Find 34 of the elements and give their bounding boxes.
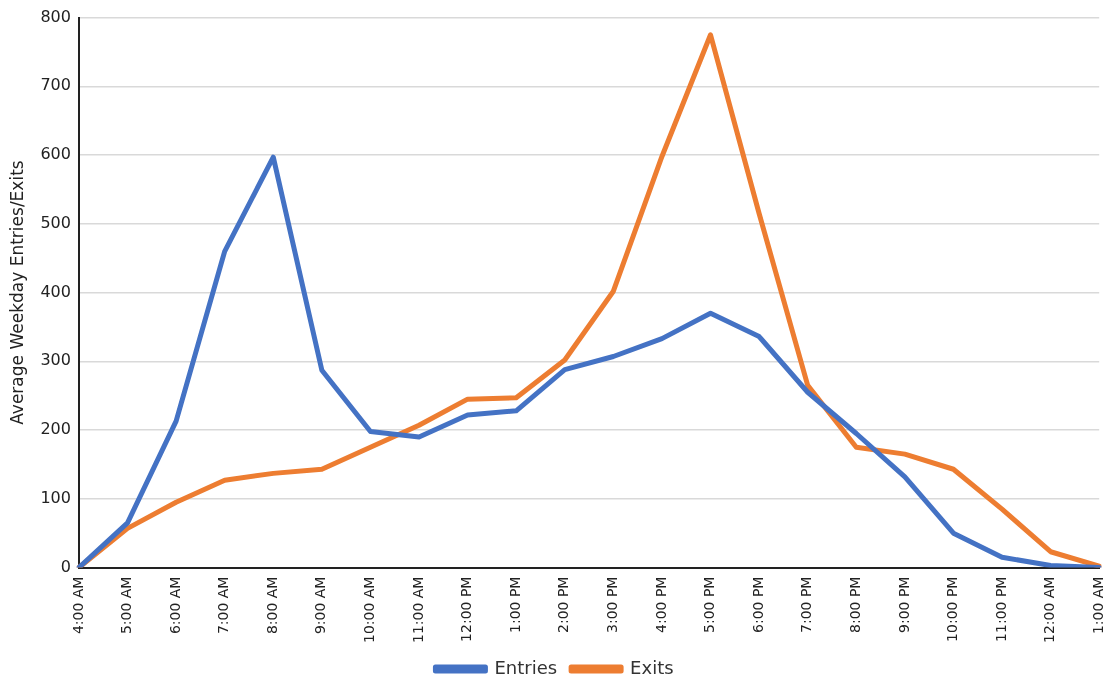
x-tick-label: 11:00 AM — [409, 576, 426, 643]
x-tick-label: 9:00 PM — [895, 576, 912, 633]
x-tick-label: 4:00 AM — [69, 576, 86, 635]
x-tick-label: 6:00 PM — [749, 576, 766, 633]
y-tick-label: 100 — [40, 487, 71, 507]
x-tick-label: 6:00 AM — [166, 576, 183, 635]
y-tick-label: 300 — [40, 350, 71, 370]
x-tick-label: 1:00 PM — [506, 576, 523, 633]
x-tick-label: 11:00 PM — [992, 576, 1009, 642]
x-tick-label: 5:00 PM — [701, 576, 718, 633]
y-tick-label: 200 — [40, 419, 71, 439]
x-tick-label: 8:00 AM — [263, 576, 280, 635]
x-tick-label: 7:00 PM — [798, 576, 815, 633]
x-tick-label: 2:00 PM — [555, 576, 572, 633]
x-tick-label: 10:00 AM — [361, 576, 378, 643]
y-tick-label: 400 — [40, 281, 71, 301]
legend-label: Exits — [630, 656, 674, 678]
y-tick-label: 500 — [40, 212, 71, 232]
y-tick-label: 600 — [40, 144, 71, 164]
x-tick-label: 9:00 AM — [312, 576, 329, 635]
y-tick-label: 700 — [40, 75, 71, 95]
y-tick-label: 800 — [40, 6, 71, 26]
x-tick-label: 5:00 AM — [118, 576, 135, 635]
x-tick-label: 4:00 PM — [652, 576, 669, 633]
x-tick-label: 12:00 PM — [458, 576, 475, 642]
y-tick-label: 0 — [60, 556, 71, 576]
x-tick-label: 3:00 PM — [604, 576, 620, 633]
x-tick-label: 1:00 AM — [1089, 576, 1106, 635]
x-tick-label: 8:00 PM — [846, 576, 863, 633]
x-tick-label: 7:00 AM — [215, 576, 232, 635]
x-tick-label: 12:00 AM — [1041, 576, 1058, 643]
y-axis-title: Average Weekday Entries/Exits — [6, 160, 27, 425]
x-tick-label: 10:00 PM — [944, 576, 961, 642]
legend-label: Entries — [494, 656, 558, 678]
